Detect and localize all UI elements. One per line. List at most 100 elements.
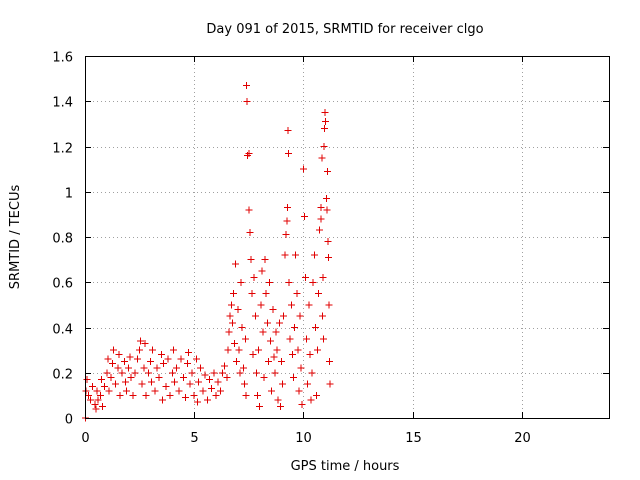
data-point — [98, 403, 106, 411]
data-points — [81, 81, 334, 422]
y-axis-label: SRMTID / TECUs — [8, 185, 23, 290]
data-point — [89, 382, 97, 390]
x-tick-label: 5 — [190, 431, 198, 446]
data-point — [212, 391, 220, 399]
data-point — [83, 376, 91, 384]
data-point — [142, 391, 150, 399]
data-point — [93, 387, 101, 395]
data-point — [181, 394, 189, 402]
data-point — [297, 364, 305, 372]
data-point — [190, 391, 198, 399]
data-point — [273, 346, 281, 354]
y-tick-label: 1.2 — [52, 142, 73, 157]
data-point — [317, 215, 325, 223]
data-point — [319, 335, 327, 343]
data-point — [168, 369, 176, 377]
data-point — [256, 403, 264, 411]
data-point — [201, 371, 209, 379]
data-point — [316, 226, 324, 234]
data-point — [299, 165, 307, 173]
data-point — [241, 335, 249, 343]
data-point — [208, 385, 216, 393]
data-point — [175, 387, 183, 395]
data-point — [237, 278, 245, 286]
y-tick-label: 0.4 — [52, 323, 73, 338]
data-point — [126, 353, 134, 361]
data-point — [197, 364, 205, 372]
data-point — [177, 355, 185, 363]
data-point — [304, 380, 312, 388]
data-point — [288, 351, 296, 359]
data-point — [238, 324, 246, 331]
data-point — [120, 357, 128, 365]
data-point — [295, 387, 303, 395]
data-point — [149, 346, 157, 354]
data-point — [205, 376, 213, 384]
data-point — [104, 355, 112, 363]
data-point — [151, 387, 159, 395]
data-point — [281, 251, 289, 259]
data-point — [173, 364, 181, 372]
data-point — [276, 403, 284, 411]
data-point — [96, 391, 104, 399]
data-point — [249, 351, 257, 359]
data-point — [292, 251, 300, 259]
data-point — [162, 382, 170, 390]
x-tick-label: 20 — [514, 431, 531, 446]
data-point — [258, 267, 266, 275]
data-point — [311, 324, 319, 331]
data-point — [274, 396, 282, 404]
data-point — [319, 312, 327, 320]
data-point — [326, 357, 334, 365]
data-point — [109, 346, 117, 354]
data-point — [272, 328, 280, 336]
data-point — [319, 274, 327, 282]
y-tick-label: 1 — [65, 187, 73, 202]
data-point — [159, 396, 167, 404]
data-point — [284, 127, 292, 135]
data-point — [246, 228, 254, 236]
data-point — [261, 256, 269, 264]
data-point — [136, 346, 144, 354]
data-point — [287, 301, 295, 309]
data-point — [131, 369, 139, 377]
data-point — [216, 387, 224, 395]
data-point — [147, 357, 154, 365]
y-tick-label: 1.6 — [52, 51, 73, 66]
data-point — [118, 369, 126, 377]
data-point — [285, 278, 293, 286]
data-point — [138, 380, 146, 388]
data-point — [193, 398, 201, 406]
data-point — [94, 396, 102, 404]
data-point — [280, 312, 288, 320]
data-point — [296, 312, 304, 320]
data-point — [171, 378, 179, 386]
data-point — [324, 253, 332, 261]
data-point — [325, 301, 333, 309]
data-point — [122, 387, 130, 395]
data-point — [264, 357, 272, 365]
data-point — [166, 391, 174, 399]
data-point — [186, 380, 194, 388]
data-point — [82, 387, 90, 395]
data-point — [226, 312, 234, 320]
data-point — [125, 364, 133, 372]
data-point — [232, 260, 240, 268]
data-point — [133, 355, 141, 363]
data-point — [298, 400, 306, 408]
data-point — [326, 380, 334, 388]
data-point — [229, 290, 237, 298]
y-tick-label: 0.2 — [52, 368, 73, 383]
data-point — [257, 301, 265, 309]
y-tick-label: 1.4 — [52, 96, 73, 111]
data-point — [97, 376, 105, 384]
data-point — [270, 353, 278, 361]
data-point — [303, 335, 311, 343]
data-point — [294, 346, 302, 354]
data-point — [279, 380, 287, 388]
data-point — [260, 373, 268, 381]
data-point — [255, 346, 263, 354]
data-point — [322, 195, 330, 203]
data-point — [240, 380, 248, 388]
